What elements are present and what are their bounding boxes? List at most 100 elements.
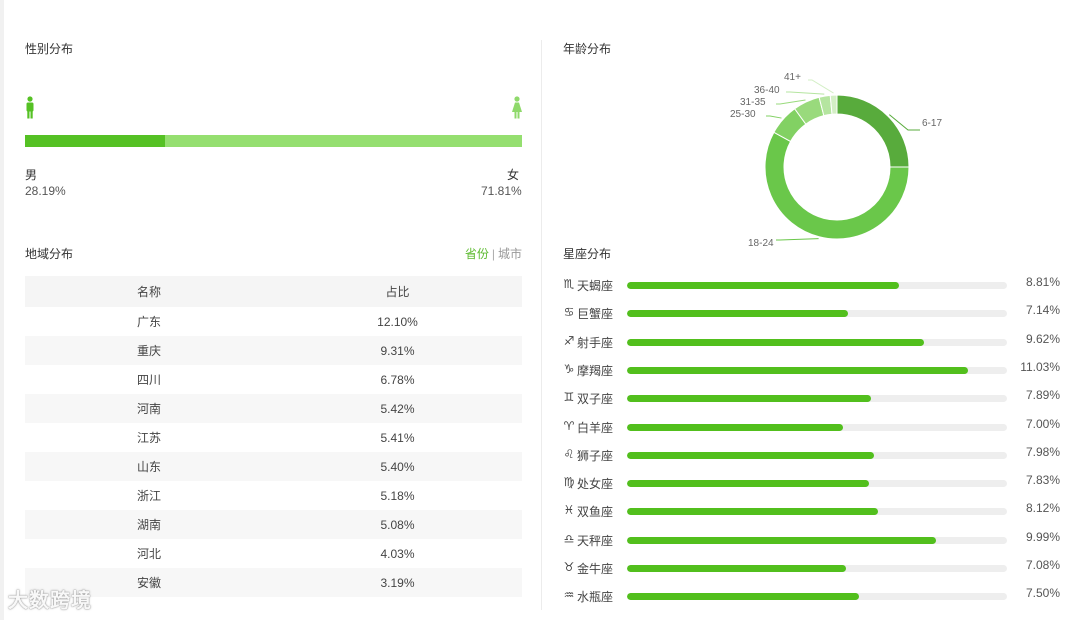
constellation-bar-fill (627, 451, 874, 459)
constellation-bar-track (627, 310, 1007, 318)
constellation-bar-track (627, 593, 1007, 601)
region-name: 广东 (136, 315, 161, 329)
age-label: 31-35 (740, 97, 766, 108)
region-percent: 5.08% (380, 517, 415, 532)
aries-icon: ♈ (563, 418, 575, 433)
constellation-row: ♈ 白羊座 7.00% (562, 417, 1067, 437)
constellation-name: 狮子座 (577, 448, 614, 463)
constellation-name: 白羊座 (577, 420, 614, 435)
constellation-bar-fill (627, 366, 968, 374)
region-name: 江苏 (136, 431, 161, 445)
constellation-row: ♒ 水瓶座 7.50% (562, 586, 1067, 606)
virgo-icon: ♍ (563, 475, 575, 490)
constellation-percent: 9.99% (1025, 529, 1060, 544)
age-slice-18-24[interactable] (764, 131, 910, 240)
constellation-bar-track (627, 565, 1007, 572)
region-name: 浙江 (136, 489, 161, 503)
region-name: 四川 (136, 373, 161, 387)
constellation-percent: 7.89% (1025, 388, 1060, 403)
constellation-percent: 8.12% (1025, 501, 1060, 516)
column-header-name: 名称 (136, 285, 161, 299)
age-leader-line (776, 99, 806, 105)
column-divider (541, 40, 542, 610)
age-label: 36-40 (754, 85, 780, 96)
constellation-bar-track (627, 395, 1007, 403)
cancer-icon: ♋ (563, 305, 575, 320)
region-section-title: 地域分布 (25, 247, 74, 261)
age-label: 25-30 (730, 109, 756, 120)
region-name: 河北 (136, 547, 161, 561)
capricorn-icon: ♑ (563, 361, 575, 376)
left-edge (0, 0, 4, 620)
constellation-bar-track (627, 536, 1007, 544)
constellation-name: 水瓶座 (577, 590, 614, 605)
table-row: 重庆 9.31% (25, 336, 522, 365)
constellation-row: ♎ 天秤座 9.99% (562, 530, 1067, 550)
constellation-percent: 7.00% (1025, 416, 1060, 431)
province-tab[interactable]: 省份 (464, 247, 489, 261)
constellation-row: ♏ 天蝎座 8.81% (562, 275, 1067, 295)
pisces-icon: ♓ (563, 503, 575, 518)
constellation-row: ♐ 射手座 9.62% (562, 332, 1067, 352)
constellation-bar-fill (627, 423, 844, 431)
region-name: 湖南 (136, 518, 161, 532)
constellation-name: 射手座 (577, 335, 614, 350)
male-ratio-fill (25, 135, 166, 147)
constellation-name: 双鱼座 (577, 505, 614, 520)
constellation-bar-fill (627, 395, 871, 403)
constellation-bar-track (627, 423, 1007, 431)
region-name: 安徽 (136, 576, 161, 590)
watermark-logo: 大数跨境 (8, 590, 92, 612)
constellation-name: 摩羯座 (577, 363, 614, 378)
age-slice-41+[interactable] (829, 94, 838, 115)
region-name: 山东 (136, 460, 161, 474)
constellation-row: ♊ 双子座 7.89% (562, 388, 1067, 408)
age-leader-line (808, 79, 834, 94)
constellation-bar-fill (627, 282, 900, 289)
age-slice-6-17[interactable] (836, 94, 910, 168)
age-label: 6-17 (922, 118, 942, 129)
constellation-percent: 9.62% (1025, 331, 1060, 346)
constellation-row: ♑ 摩羯座 11.03% (562, 360, 1067, 380)
taurus-icon: ♉ (563, 560, 575, 574)
constellation-name: 天秤座 (577, 533, 614, 548)
female-icon (512, 96, 522, 119)
constellation-bar-fill (627, 593, 859, 601)
table-header: 名称 占比 (25, 276, 522, 307)
libra-icon: ♎ (563, 531, 575, 546)
constellation-name: 天蝎座 (577, 279, 614, 293)
constellation-bar-track (627, 338, 1007, 346)
table-row: 四川 6.78% (25, 365, 522, 394)
constellation-section-title: 星座分布 (563, 247, 612, 261)
leo-icon: ♌ (563, 446, 575, 461)
constellation-bar-fill (627, 508, 878, 516)
constellation-name: 巨蟹座 (577, 307, 614, 322)
region-percent: 5.42% (380, 401, 415, 416)
constellation-percent: 8.81% (1025, 275, 1060, 289)
constellation-name: 处女座 (577, 477, 614, 492)
table-row: 湖南 5.08% (25, 510, 522, 539)
sagittarius-icon: ♐ (563, 333, 575, 348)
constellation-row: ♓ 双鱼座 8.12% (562, 501, 1067, 521)
column-header-percent: 占比 (385, 285, 410, 299)
constellation-bar-track (627, 508, 1007, 516)
table-row: 江苏 5.41% (25, 423, 522, 452)
constellation-bar-fill (627, 536, 936, 544)
region-percent: 5.41% (380, 430, 415, 445)
constellation-percent: 7.98% (1025, 444, 1060, 459)
table-row: 山东 5.40% (25, 452, 522, 481)
constellation-row: ♍ 处女座 7.83% (562, 473, 1067, 493)
age-leader-line (889, 114, 920, 131)
constellation-name: 金牛座 (577, 562, 614, 576)
constellation-name: 双子座 (577, 392, 614, 407)
male-percent: 28.19% (25, 184, 66, 198)
age-label: 41+ (784, 72, 801, 83)
region-percent: 5.40% (380, 459, 415, 474)
age-leader-line (786, 91, 825, 95)
constellation-bar-track (627, 480, 1007, 488)
toggle-separator: | (491, 247, 495, 261)
scorpio-icon: ♏ (563, 277, 575, 291)
city-tab[interactable]: 城市 (497, 247, 522, 261)
gender-section-title: 性别分布 (25, 42, 74, 56)
table-row: 河北 4.03% (25, 539, 522, 568)
